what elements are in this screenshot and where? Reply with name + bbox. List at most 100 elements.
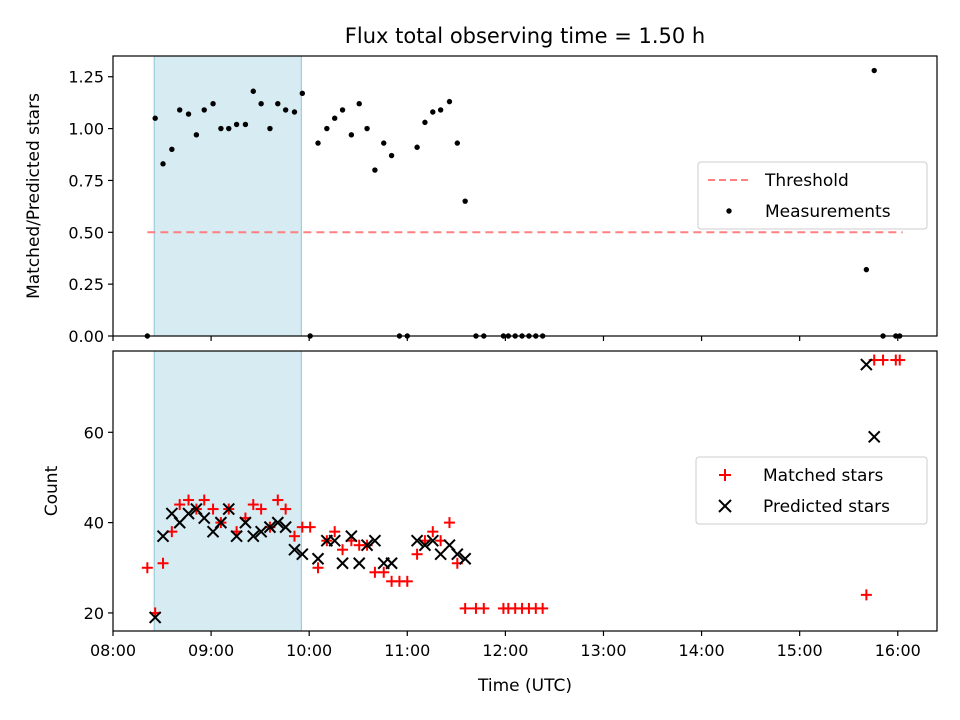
bottom-y-tick-label: 40 (84, 514, 104, 533)
predicted-star-point (247, 529, 260, 543)
bottom-x-ticks: 08:00 09:00 10:00 11:00 12:00 13:00 14:00 15:00… (90, 631, 921, 660)
bottom-panel: 08:00 09:00 10:00 11:00 12:00 13:00 14:00 15:00… (42, 350, 938, 696)
x-tick-label: 08:00 (90, 641, 136, 660)
measurement-point (218, 125, 224, 132)
top-y-tick-label: 0.50 (68, 223, 104, 242)
measurement-point (462, 198, 468, 204)
legend-threshold-label: Threshold (764, 171, 849, 191)
predicted-star-point (254, 525, 268, 538)
matched-star-point (894, 354, 906, 366)
top-y-tick-label: 1.00 (68, 120, 104, 139)
bottom-y-ticks: 20 40 60 (84, 423, 113, 623)
measurement-point (210, 101, 216, 107)
predicted-star-point (148, 611, 162, 624)
measurement-point (364, 125, 370, 132)
bottom-y-tick-label: 20 (84, 604, 104, 623)
matched-star-point (247, 499, 259, 511)
top-panel: 0.00 0.25 0.50 0.75 1.00 1.25 Matched/Predict… (24, 55, 938, 346)
top-shaded-span (153, 55, 302, 337)
measurement-point (291, 109, 298, 115)
predicted-stars-series (148, 358, 881, 624)
measurement-point (201, 107, 207, 113)
chart-title: Flux total observing time = 1.50 h (345, 24, 705, 48)
measurement-point (446, 98, 453, 105)
predicted-star-point (198, 511, 211, 525)
bottom-y-axis-label: Count (42, 465, 62, 516)
top-y-tick-label: 0.25 (68, 275, 104, 294)
predicted-star-point (353, 557, 366, 570)
measurement-point (437, 107, 444, 113)
x-tick-label: 14:00 (679, 641, 725, 660)
bottom-shaded-span (153, 350, 302, 632)
predicted-star-point (860, 358, 873, 371)
measurement-point (863, 266, 870, 273)
measurement-point (185, 111, 192, 117)
predicted-star-point (426, 534, 439, 547)
x-tick-label: 10:00 (286, 641, 332, 660)
predicted-star-point (368, 534, 382, 547)
measurement-point (193, 132, 200, 138)
predicted-star-point (230, 529, 243, 543)
measurement-point (356, 101, 362, 107)
matched-star-point (174, 499, 186, 511)
predicted-star-point (214, 516, 228, 529)
matched-star-point (427, 526, 439, 538)
x-tick-label: 11:00 (384, 641, 430, 660)
measurement-point (422, 119, 428, 126)
predicted-star-point (328, 534, 341, 547)
measurement-point (152, 115, 158, 121)
top-y-tick-label: 1.25 (68, 68, 104, 87)
matched-star-point (312, 562, 324, 574)
predicted-star-point (182, 507, 195, 520)
matched-star-point (443, 517, 455, 529)
predicted-star-point (410, 534, 424, 547)
x-tick-label: 09:00 (188, 641, 234, 660)
bottom-y-tick-label: 60 (84, 423, 104, 442)
matched-star-point (411, 548, 423, 560)
measurement-point (331, 115, 338, 121)
matched-star-point (207, 503, 219, 515)
x-tick-label: 15:00 (777, 641, 823, 660)
top-y-tick-label: 0.00 (68, 327, 104, 346)
measurement-point (226, 125, 232, 132)
matched-star-point (280, 503, 292, 515)
x-tick-label: 13:00 (580, 641, 626, 660)
top-axes-frame (112, 55, 938, 337)
matched-star-point (141, 562, 153, 574)
measurement-point (348, 132, 355, 138)
measurement-point (267, 125, 273, 132)
predicted-star-point (222, 502, 235, 516)
legend-predicted-swatch (718, 499, 732, 513)
predicted-star-point (311, 552, 325, 565)
measurement-point (169, 146, 175, 153)
top-y-tick-label: 0.75 (68, 171, 104, 190)
matched-star-point (401, 575, 413, 587)
bottom-axes-frame (112, 350, 938, 632)
matched-star-point (537, 602, 549, 614)
measurement-point (177, 107, 183, 113)
legend-measurements-swatch (726, 208, 732, 214)
measurement-point (381, 140, 387, 146)
legend-matched-swatch (719, 469, 731, 481)
measurement-point (454, 140, 461, 146)
measurement-point (871, 67, 877, 74)
bottom-legend-box (695, 456, 928, 525)
matched-star-point (255, 503, 267, 515)
measurement-point (414, 144, 420, 150)
matched-star-point (288, 530, 300, 542)
matched-star-point (329, 526, 341, 538)
matched-star-point (183, 494, 195, 506)
measurement-point (315, 140, 321, 146)
matched-star-point (198, 494, 210, 506)
predicted-star-point (868, 430, 881, 444)
matched-star-point (860, 589, 872, 601)
measurement-point (430, 109, 436, 115)
legend-measurements-label: Measurements (765, 202, 891, 222)
measurement-point (275, 101, 281, 107)
measurement-point (160, 161, 166, 167)
matched-star-point (478, 602, 490, 614)
predicted-star-point (418, 538, 432, 552)
matched-star-point (337, 544, 349, 556)
measurement-point (233, 121, 240, 128)
predicted-star-point (296, 548, 309, 561)
